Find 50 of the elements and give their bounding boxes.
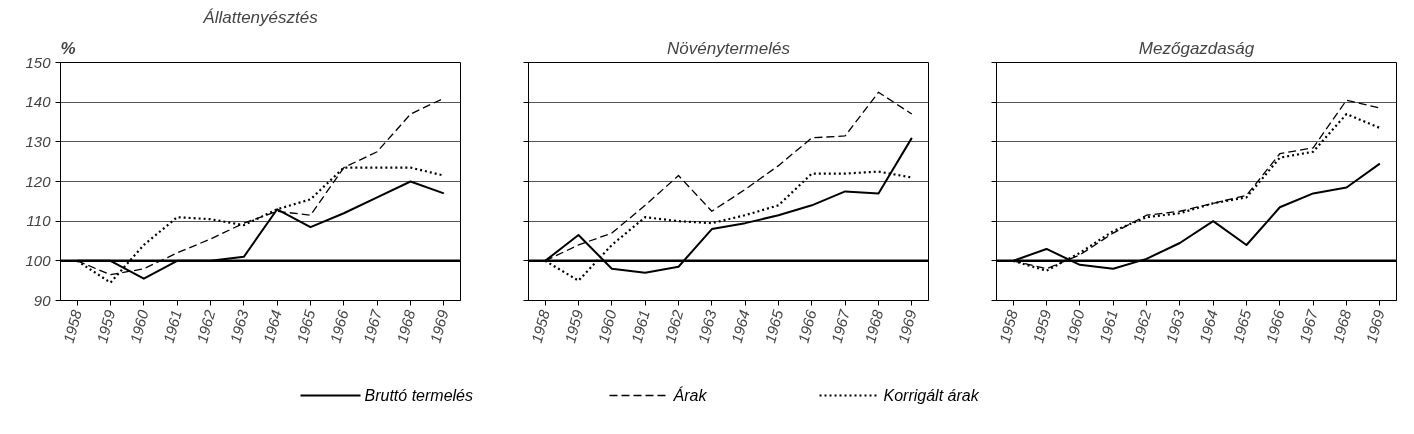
legend-label: Korrigált árak	[883, 387, 980, 404]
y-tick-label: 150	[25, 53, 52, 71]
x-tick-label: 1960	[126, 307, 152, 345]
x-tick-label: 1968	[1329, 307, 1355, 345]
chart-title: Növénytermelés	[667, 38, 791, 58]
y-tick-label: 120	[25, 172, 52, 190]
x-tick-label: 1966	[326, 307, 352, 345]
x-tick-label: 1965	[1229, 307, 1255, 345]
x-tick-label: 1967	[1295, 307, 1322, 345]
x-tick-label: 1965	[293, 307, 319, 345]
x-tick-label: 1960	[594, 307, 620, 345]
x-tick-label: 1959	[1029, 307, 1055, 345]
x-tick-label: 1959	[93, 307, 119, 345]
x-tick-label: 1967	[827, 307, 854, 345]
x-tick-label: 1961	[627, 308, 653, 345]
x-tick-label: 1969	[426, 307, 452, 345]
chart-title: Állattenyésztés	[202, 7, 319, 27]
x-tick-label: 1968	[861, 307, 887, 345]
x-tick-label: 1969	[894, 307, 920, 345]
x-tick-label: 1966	[1262, 307, 1288, 345]
chart-title: Mezőgazdaság	[1138, 38, 1255, 58]
legend-label: Árak	[672, 386, 708, 404]
x-tick-label: 1961	[159, 308, 185, 345]
y-tick-label: 110	[26, 212, 52, 230]
x-tick-label: 1961	[1095, 308, 1121, 345]
x-tick-label: 1966	[794, 307, 820, 345]
x-tick-label: 1963	[694, 307, 720, 345]
x-tick-label: 1964	[727, 308, 753, 345]
y-tick-label: 90	[33, 291, 52, 309]
x-tick-label: 1967	[359, 307, 386, 345]
x-tick-label: 1958	[59, 307, 86, 345]
x-tick-label: 1962	[661, 307, 687, 345]
y-tick-label: 140	[25, 93, 52, 111]
x-tick-label: 1969	[1362, 307, 1388, 345]
y-tick-label: 130	[25, 132, 52, 150]
x-tick-label: 1958	[995, 307, 1022, 345]
y-axis-title: %	[60, 38, 76, 58]
x-tick-label: 1962	[193, 307, 219, 345]
x-tick-label: 1964	[1195, 308, 1221, 345]
x-tick-label: 1962	[1129, 307, 1155, 345]
x-tick-label: 1964	[259, 308, 285, 345]
x-tick-label: 1965	[761, 307, 787, 345]
x-tick-label: 1958	[527, 307, 554, 345]
x-tick-label: 1968	[393, 307, 419, 345]
legend-label: Bruttó termelés	[364, 387, 473, 404]
x-tick-label: 1960	[1062, 307, 1088, 345]
y-tick-label: 100	[25, 251, 52, 269]
x-tick-label: 1963	[1162, 307, 1188, 345]
x-tick-label: 1959	[561, 307, 587, 345]
x-tick-label: 1963	[226, 307, 252, 345]
